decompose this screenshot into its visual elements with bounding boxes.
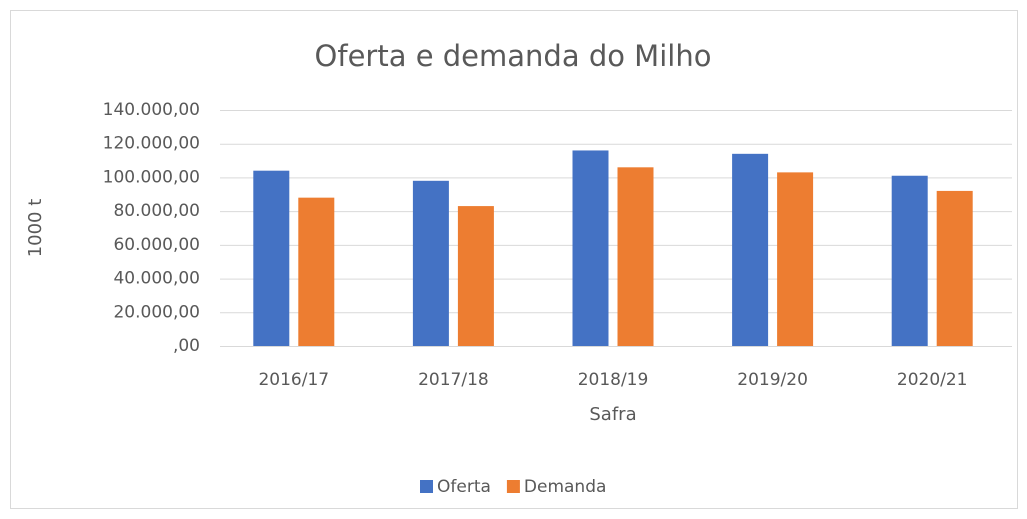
x-tick-label: 2017/18 [418,370,489,390]
x-tick-label: 2020/21 [897,370,968,390]
bar [936,190,973,346]
bar [457,206,494,346]
y-axis-label: 1000 t [25,199,46,258]
chart-frame [10,10,1018,509]
y-tick-label: 140.000,00 [103,100,200,120]
legend-label: Demanda [524,477,607,497]
y-tick-label: 100.000,00 [103,167,200,187]
y-tick-label: ,00 [173,336,200,356]
bar [298,197,335,346]
bar [617,167,654,346]
y-tick-label: 80.000,00 [113,201,200,221]
bar [253,170,290,346]
bar [891,175,928,346]
bar [777,172,814,346]
y-tick-label: 60.000,00 [113,235,200,255]
x-tick-label: 2019/20 [737,370,808,390]
legend-swatch [506,480,520,493]
legend-label: Oferta [437,477,491,497]
y-tick-label: 120.000,00 [103,134,200,154]
y-tick-label: 40.000,00 [113,269,200,289]
x-tick-label: 2018/19 [578,370,649,390]
chart-title: Oferta e demanda do Milho [315,39,712,73]
x-axis-label: Safra [589,404,636,425]
legend-swatch [420,480,433,493]
y-tick-label: 20.000,00 [113,302,200,322]
x-tick-label: 2016/17 [258,370,329,390]
bar [732,153,769,346]
bar [572,150,609,346]
bar [412,180,449,346]
